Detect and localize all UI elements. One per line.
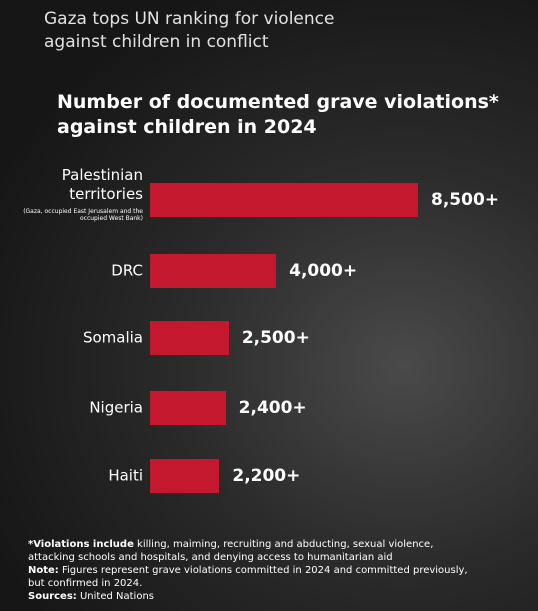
category-name: Nigeria xyxy=(89,398,143,417)
value-label: 2,500+ xyxy=(241,328,310,348)
bar xyxy=(150,459,220,493)
value-label: 2,400+ xyxy=(238,398,307,418)
bar xyxy=(150,321,229,355)
category-name: Haiti xyxy=(108,466,143,485)
category-label: Palestinian territories (Gaza, occupied E… xyxy=(18,166,143,222)
note-text: killing, maiming, recruiting and abducti… xyxy=(28,539,434,563)
category-label: DRC xyxy=(43,262,143,281)
category-name: Somalia xyxy=(82,328,143,347)
category-label: Somalia xyxy=(43,329,143,348)
category-label: Nigeria xyxy=(43,399,143,418)
note-text: United Nations xyxy=(79,591,154,602)
category-name: DRC xyxy=(111,261,143,280)
note: Note: Figures represent grave violations… xyxy=(28,564,468,590)
note-label: Sources: xyxy=(28,591,77,602)
note: *Violations include killing, maiming, re… xyxy=(28,538,468,564)
bar xyxy=(150,254,277,288)
category-name: Palestinian territories xyxy=(61,166,143,203)
value-label: 2,200+ xyxy=(232,466,301,486)
header: Gaza tops UN ranking for violence agains… xyxy=(44,9,335,52)
category-annotation: (Gaza, occupied East Jerusalem and the o… xyxy=(23,208,143,222)
value-label: 8,500+ xyxy=(431,190,500,210)
note-label: *Violations include xyxy=(28,539,134,550)
chart-title: Number of documented grave violations* a… xyxy=(57,91,499,138)
category-label: Haiti xyxy=(43,467,143,486)
bar xyxy=(150,183,418,217)
note: Sources: United Nations xyxy=(28,590,468,603)
note-label: Note: xyxy=(28,565,59,576)
note-text: Figures represent grave violations commi… xyxy=(28,565,468,589)
bar xyxy=(150,391,226,425)
notes: *Violations include killing, maiming, re… xyxy=(28,538,468,603)
value-label: 4,000+ xyxy=(289,261,358,281)
